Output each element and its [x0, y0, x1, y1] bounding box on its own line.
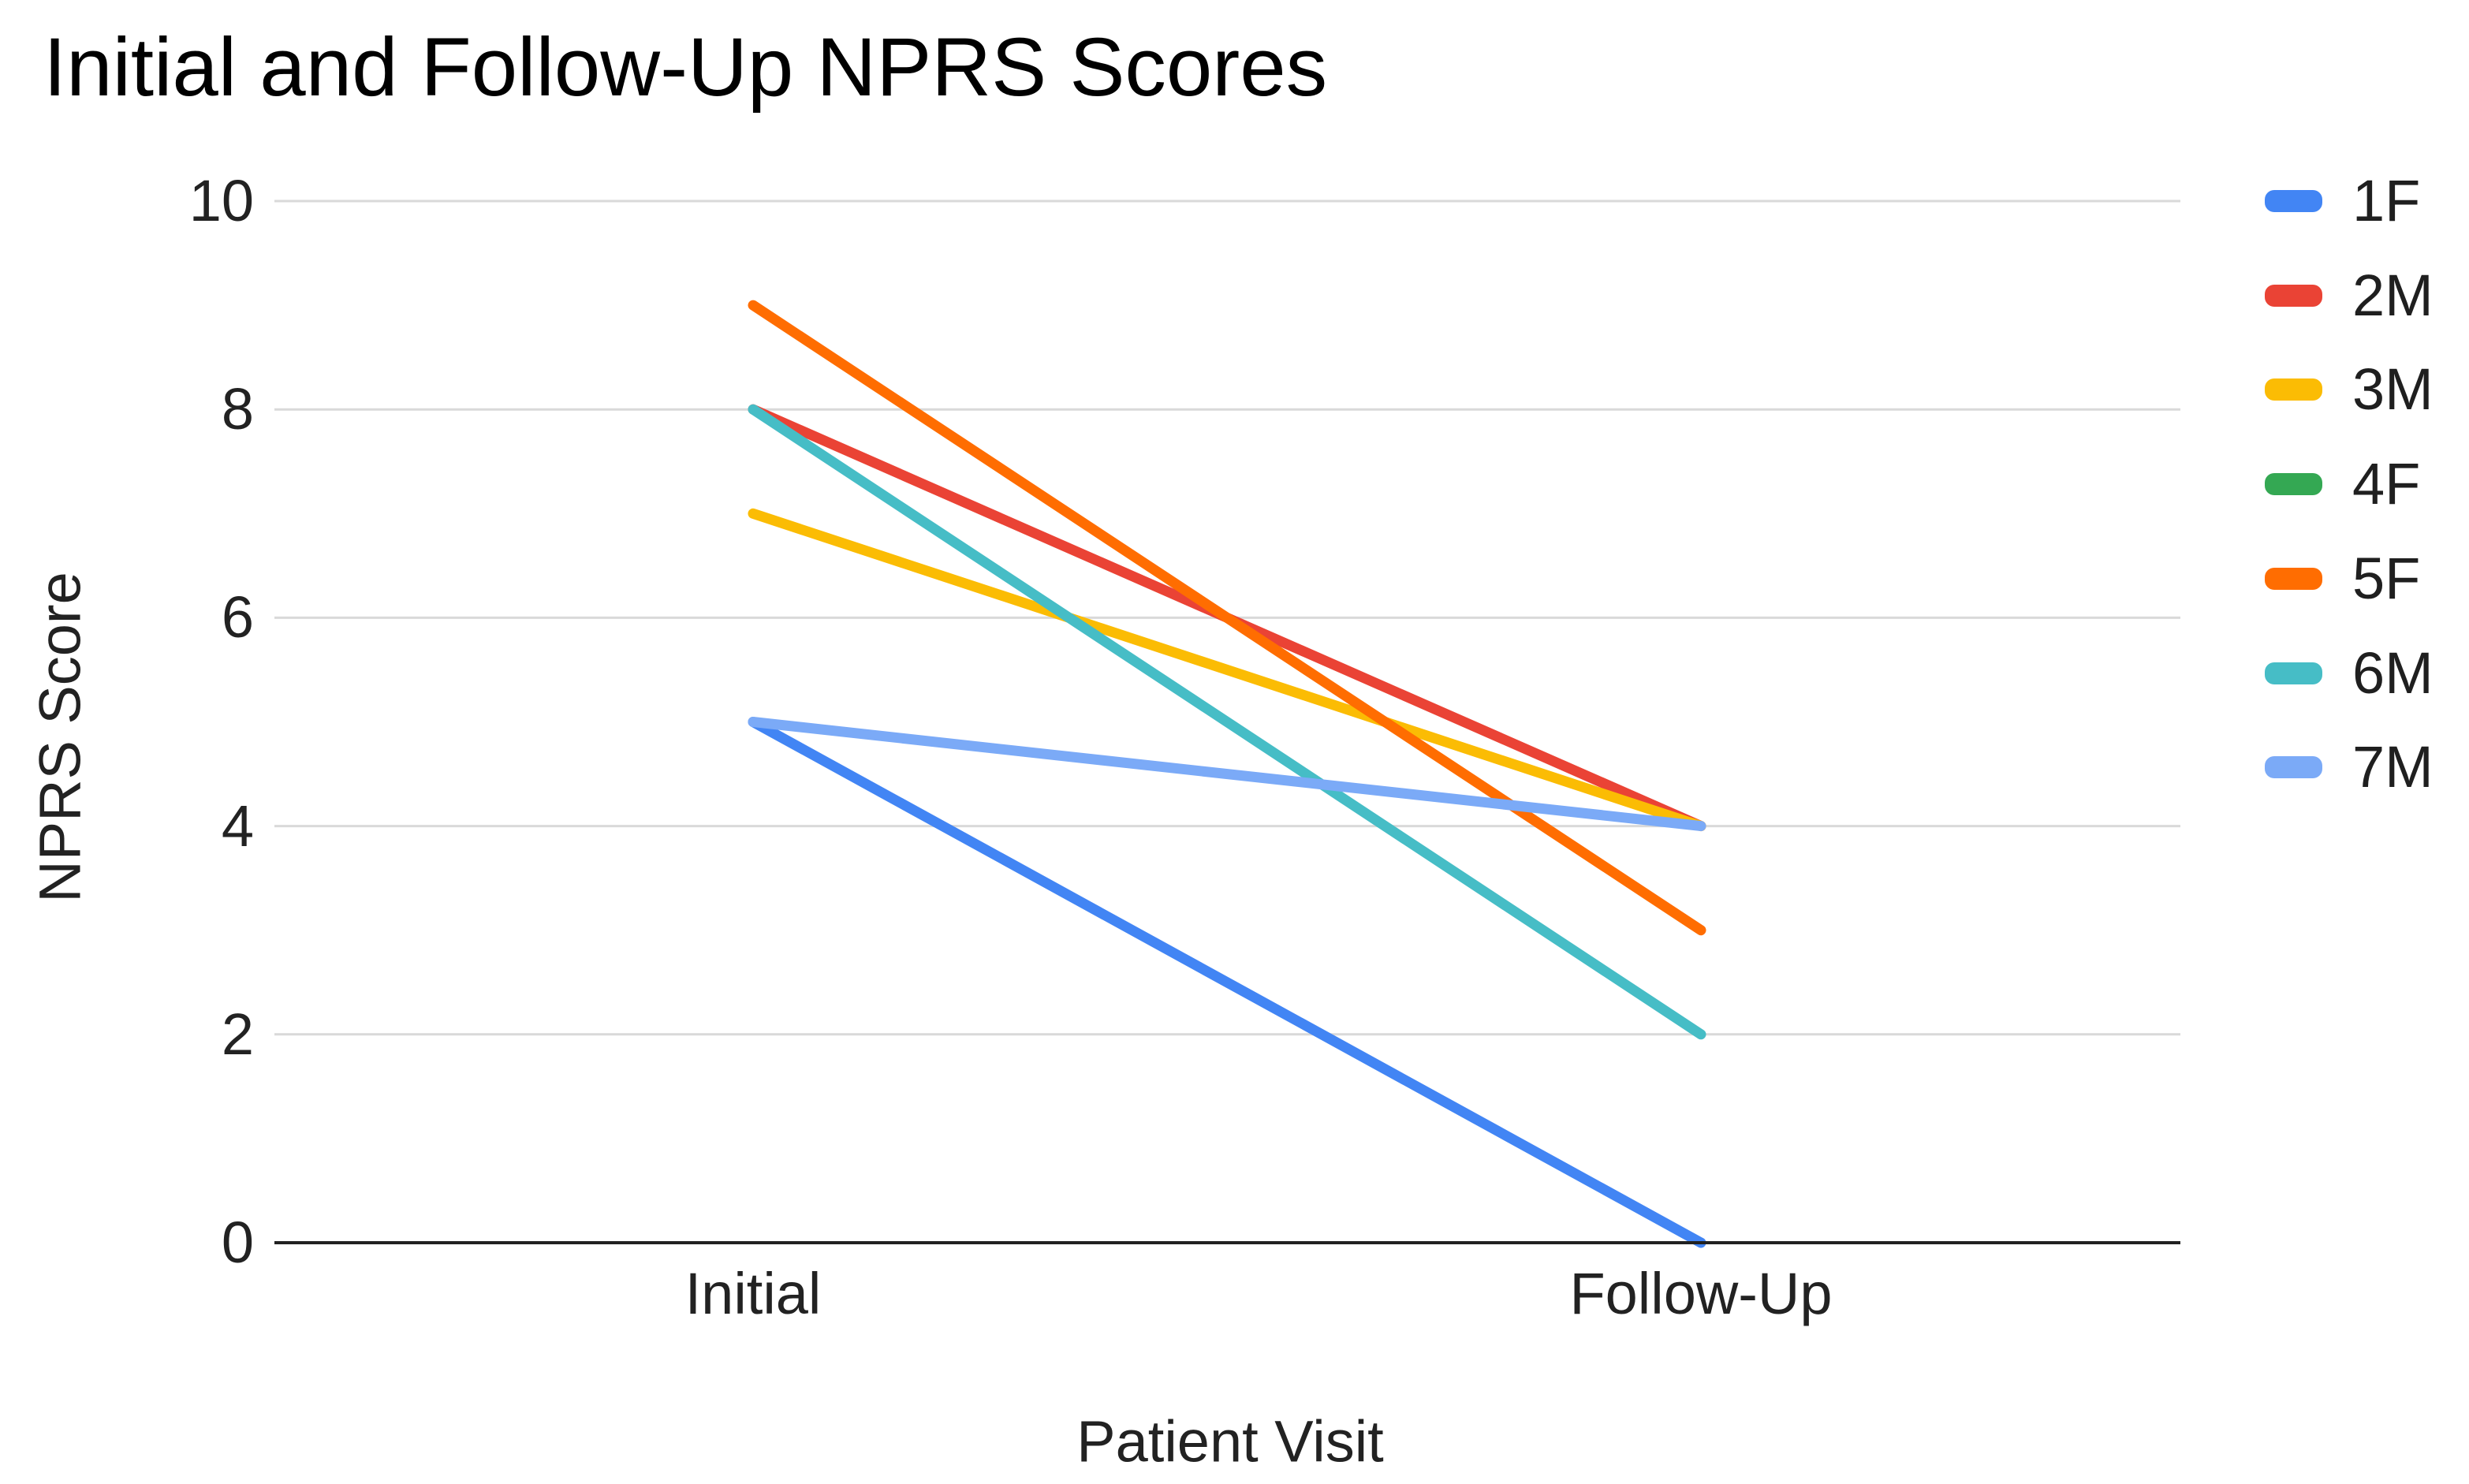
y-tick-label-8: 8	[221, 376, 254, 442]
legend-swatch-6M	[2265, 662, 2322, 684]
legend-item-1F: 1F	[2265, 170, 2420, 233]
series-line-5F	[748, 300, 1706, 936]
legend-swatch-4F	[2265, 473, 2322, 496]
legend-label-3M: 3M	[2352, 356, 2434, 423]
x-tick-label-follow-up: Follow-Up	[1569, 1261, 1833, 1326]
x-tick-label-initial: Initial	[684, 1261, 822, 1326]
y-tick-label-2: 2	[221, 1001, 254, 1067]
series-line-7M	[748, 717, 1706, 832]
legend-swatch-5F	[2265, 567, 2322, 590]
legend-item-5F: 5F	[2265, 545, 2421, 611]
legend-item-4F: 4F	[2265, 453, 2420, 516]
y-tick-label-6: 6	[221, 584, 254, 651]
chart-title: Initial and Follow-Up NPRS Scores	[43, 21, 1328, 114]
series-line-1F	[748, 717, 1706, 1248]
legend-item-7M: 7M	[2265, 736, 2434, 799]
series-line-3M	[748, 508, 1706, 832]
legend-item-2M: 2M	[2265, 262, 2434, 328]
legend-swatch-3M	[2265, 378, 2322, 401]
y-axis-title: NPRS Score	[27, 572, 93, 903]
legend-label-4F: 4F	[2352, 451, 2421, 517]
legend-label-5F: 5F	[2352, 545, 2421, 611]
legend-swatch-2M	[2265, 284, 2322, 307]
legend-label-1F: 1F	[2352, 168, 2421, 233]
y-tick-label-10: 10	[188, 168, 254, 233]
x-axis-title: Patient Visit	[1076, 1408, 1384, 1475]
legend-swatch-1F	[2265, 190, 2322, 212]
y-tick-label-4: 4	[221, 792, 254, 859]
legend-label-7M: 7M	[2352, 734, 2434, 800]
legend-label-6M: 6M	[2352, 639, 2434, 706]
legend-swatch-7M	[2265, 756, 2322, 779]
legend-item-3M: 3M	[2265, 358, 2434, 421]
legend-label-2M: 2M	[2352, 262, 2434, 328]
series-line-6M	[748, 404, 1706, 1040]
y-tick-label-0: 0	[221, 1210, 254, 1275]
legend-item-6M: 6M	[2265, 639, 2434, 706]
